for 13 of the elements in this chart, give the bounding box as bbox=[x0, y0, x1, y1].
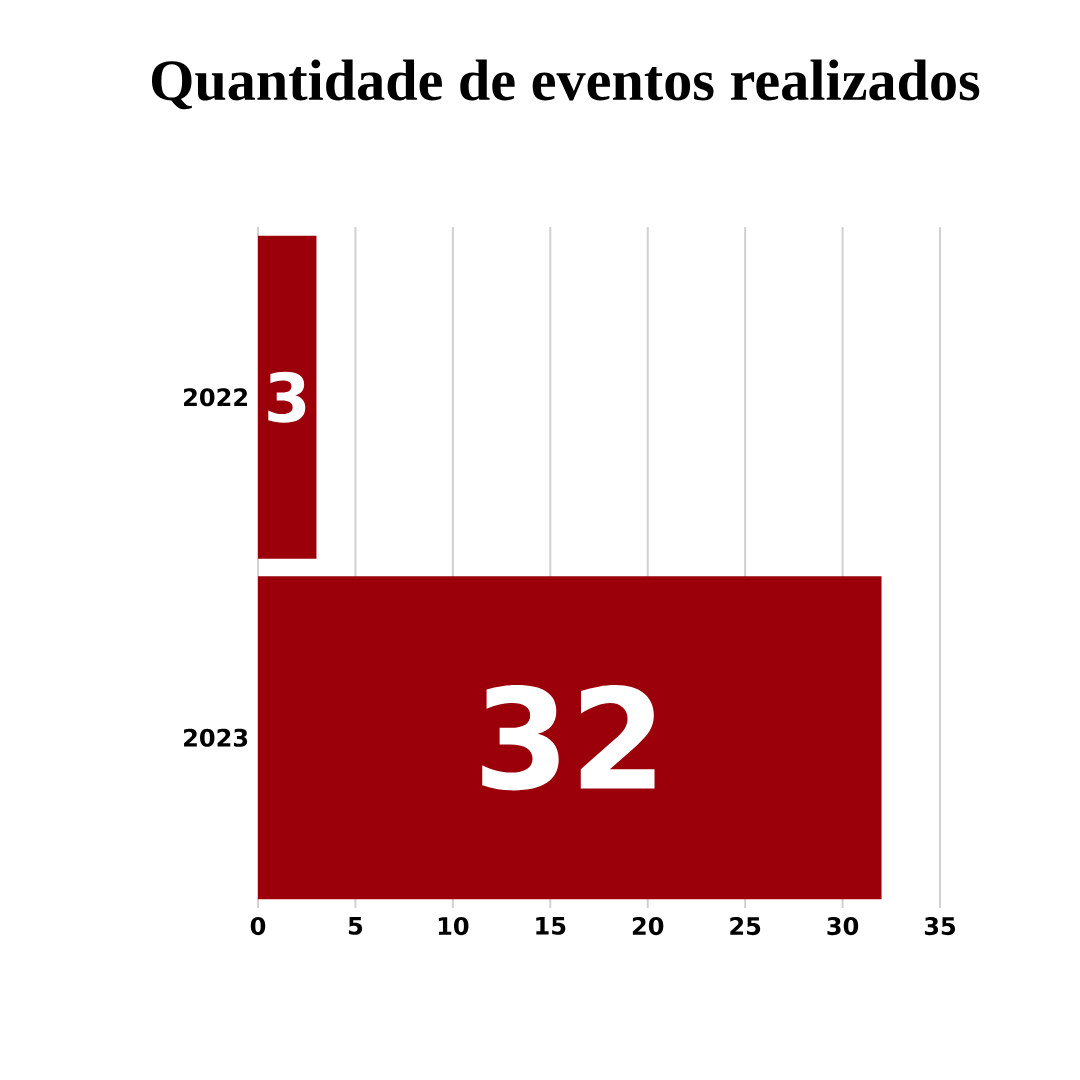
x-tick-label: 10 bbox=[438, 916, 469, 936]
x-tick-label: 35 bbox=[924, 916, 956, 936]
data-label: 3 bbox=[268, 371, 306, 423]
x-tick-label: 5 bbox=[348, 916, 363, 935]
x-tick-label: 25 bbox=[730, 916, 761, 936]
chart-title: Quantidade de eventos realizados bbox=[151, 59, 980, 110]
x-tick-label: 15 bbox=[536, 916, 566, 935]
y-tick-label: 2022 bbox=[184, 388, 247, 407]
x-tick-label: 0 bbox=[250, 916, 266, 936]
data-label: 32 bbox=[482, 685, 655, 791]
x-tick-label: 20 bbox=[632, 916, 664, 936]
x-tick-label: 30 bbox=[827, 916, 859, 936]
y-tick-label: 2023 bbox=[184, 728, 248, 747]
